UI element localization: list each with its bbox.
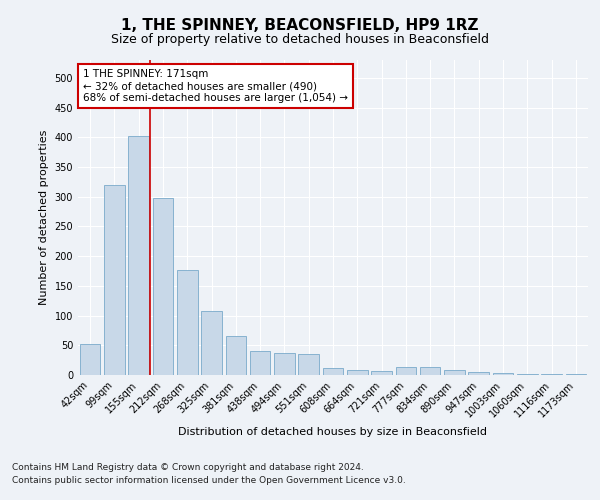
Text: Contains HM Land Registry data © Crown copyright and database right 2024.: Contains HM Land Registry data © Crown c… [12,464,364,472]
Bar [371,371,392,375]
X-axis label: Distribution of detached houses by size in Beaconsfield: Distribution of detached houses by size … [179,428,487,438]
Bar [347,370,368,375]
Bar [274,353,295,375]
Bar [444,370,465,375]
Bar [104,185,125,375]
Bar [469,372,489,375]
Text: Contains public sector information licensed under the Open Government Licence v3: Contains public sector information licen… [12,476,406,485]
Bar [298,354,319,375]
Bar [566,374,586,375]
Bar [226,336,246,375]
Text: 1, THE SPINNEY, BEACONSFIELD, HP9 1RZ: 1, THE SPINNEY, BEACONSFIELD, HP9 1RZ [121,18,479,32]
Bar [80,344,100,375]
Bar [420,366,440,375]
Bar [517,374,538,375]
Bar [152,198,173,375]
Bar [177,270,197,375]
Bar [250,351,271,375]
Bar [128,136,149,375]
Text: Size of property relative to detached houses in Beaconsfield: Size of property relative to detached ho… [111,32,489,46]
Bar [395,368,416,375]
Y-axis label: Number of detached properties: Number of detached properties [39,130,49,305]
Bar [493,372,514,375]
Text: 1 THE SPINNEY: 171sqm
← 32% of detached houses are smaller (490)
68% of semi-det: 1 THE SPINNEY: 171sqm ← 32% of detached … [83,70,348,102]
Bar [541,374,562,375]
Bar [323,368,343,375]
Bar [201,311,222,375]
